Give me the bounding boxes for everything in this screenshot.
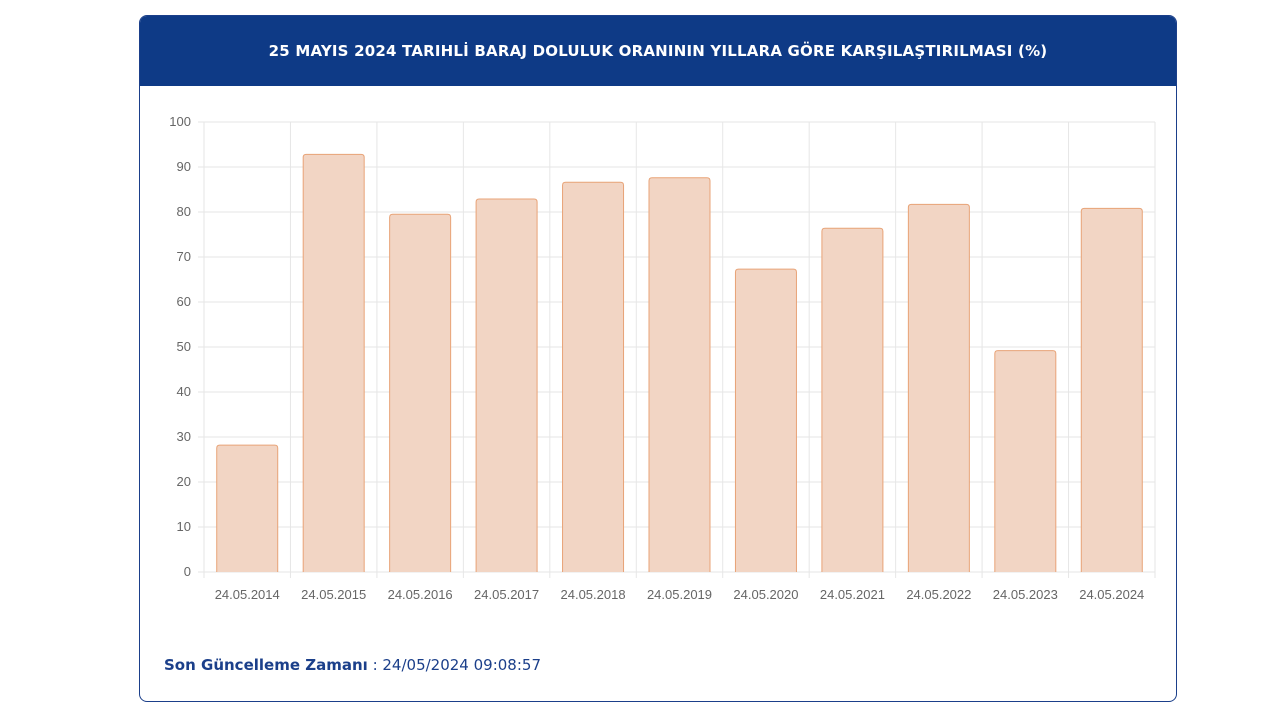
bar-24.05.2017[interactable] <box>475 198 538 572</box>
x-tick-label: 24.05.2023 <box>993 587 1058 602</box>
bar-24.05.2015[interactable] <box>302 153 365 572</box>
bar-24.05.2019[interactable] <box>648 177 711 572</box>
y-tick-label: 20 <box>177 474 191 489</box>
y-tick-label: 30 <box>177 429 191 444</box>
bar-24.05.2020[interactable] <box>734 268 797 572</box>
x-tick-label: 24.05.2015 <box>301 587 366 602</box>
x-tick-label: 24.05.2021 <box>820 587 885 602</box>
x-tick-label: 24.05.2022 <box>906 587 971 602</box>
y-tick-label: 70 <box>177 249 191 264</box>
chart-title: 25 MAYIS 2024 TARIHLİ BARAJ DOLULUK ORAN… <box>268 42 1048 60</box>
y-tick-label: 10 <box>177 519 191 534</box>
y-tick-label: 90 <box>177 159 191 174</box>
bar-24.05.2023[interactable] <box>994 350 1057 572</box>
x-tick-label: 24.05.2019 <box>647 587 712 602</box>
bar-24.05.2024[interactable] <box>1080 207 1143 572</box>
y-tick-label: 100 <box>169 114 191 129</box>
bar-24.05.2016[interactable] <box>389 213 452 572</box>
last-update-label: Son Güncelleme Zamanı <box>164 656 368 674</box>
y-tick-label: 80 <box>177 204 191 219</box>
x-tick-label: 24.05.2017 <box>474 587 539 602</box>
bar-24.05.2022[interactable] <box>907 203 970 572</box>
chart-card: 25 MAYIS 2024 TARIHLİ BARAJ DOLULUK ORAN… <box>139 15 1177 702</box>
card-header: 25 MAYIS 2024 TARIHLİ BARAJ DOLULUK ORAN… <box>140 16 1176 86</box>
bar-24.05.2014[interactable] <box>216 444 279 572</box>
bars <box>216 153 1143 572</box>
x-tick-label: 24.05.2018 <box>561 587 626 602</box>
bar-24.05.2021[interactable] <box>821 227 884 572</box>
last-update: Son Güncelleme Zamanı : 24/05/2024 09:08… <box>164 656 541 675</box>
x-tick-label: 24.05.2016 <box>388 587 453 602</box>
x-tick-label: 24.05.2020 <box>733 587 798 602</box>
y-tick-label: 60 <box>177 294 191 309</box>
bar-24.05.2018[interactable] <box>562 181 625 572</box>
x-tick-label: 24.05.2024 <box>1079 587 1144 602</box>
x-axis-ticks: 24.05.2014 24.05.2015 24.05.2016 24.05.2017… <box>215 587 1145 602</box>
y-tick-label: 40 <box>177 384 191 399</box>
y-tick-label: 0 <box>184 564 191 579</box>
y-tick-label: 50 <box>177 339 191 354</box>
y-axis-ticks: 0 10 20 30 40 50 60 70 80 90 100 <box>169 114 191 579</box>
last-update-value: 24/05/2024 09:08:57 <box>382 656 541 674</box>
last-update-separator: : <box>367 656 383 674</box>
x-tick-label: 24.05.2014 <box>215 587 280 602</box>
